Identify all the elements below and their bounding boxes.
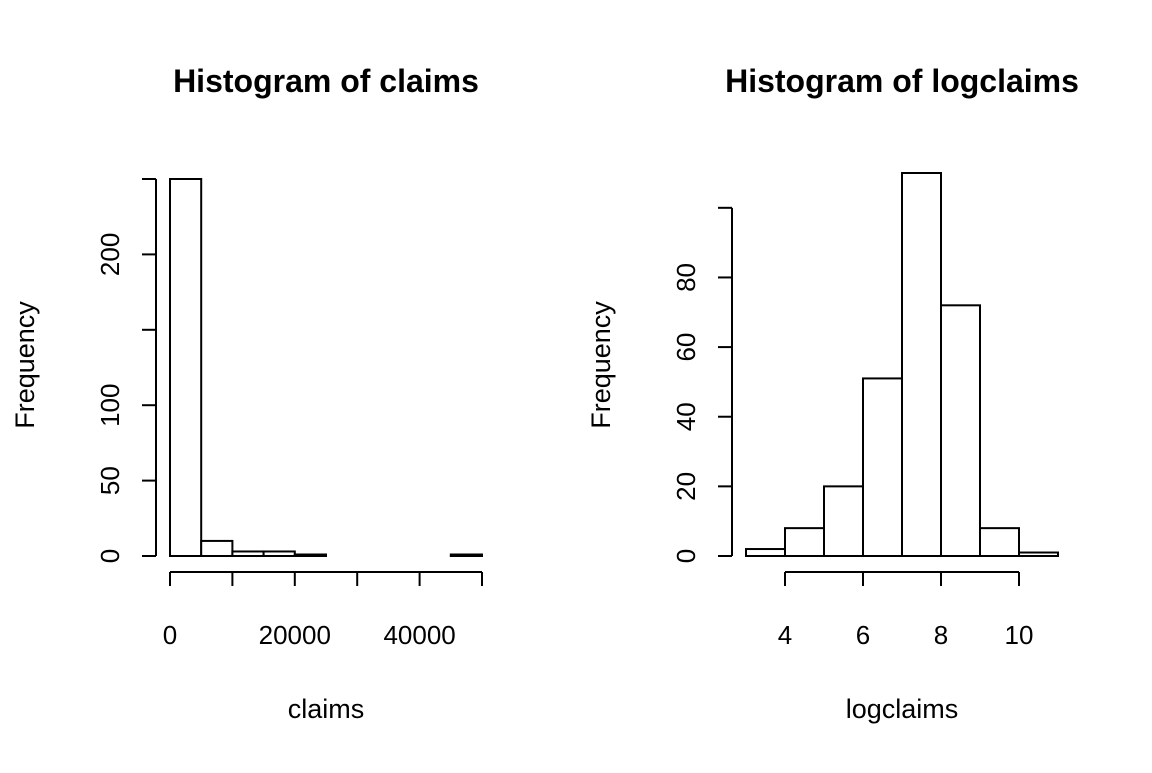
chart-title: Histogram of claims bbox=[173, 63, 479, 99]
histogram-bar bbox=[940, 304, 981, 557]
histogram-bar bbox=[901, 172, 942, 557]
histogram-bars bbox=[169, 178, 483, 558]
histogram-bar bbox=[862, 377, 903, 557]
histogram-bar bbox=[449, 553, 483, 558]
x-axis: 4 6 8 10 bbox=[778, 571, 1034, 650]
y-tick-label: 60 bbox=[671, 333, 701, 362]
histogram-bar bbox=[1018, 551, 1059, 558]
histogram-bar bbox=[169, 178, 203, 557]
logclaims-histogram-panel: Histogram of logclaims logclaims Frequen… bbox=[586, 63, 1079, 724]
x-tick-label: 4 bbox=[778, 620, 792, 650]
histogram-bars bbox=[745, 172, 1059, 558]
chart-title: Histogram of logclaims bbox=[725, 63, 1079, 99]
y-axis: 0 50 100 200 bbox=[95, 178, 157, 563]
y-tick-label: 200 bbox=[95, 233, 125, 276]
y-axis-label: Frequency bbox=[586, 301, 616, 429]
histogram-bar bbox=[293, 553, 327, 558]
y-tick-label: 40 bbox=[671, 402, 701, 431]
y-tick-label: 0 bbox=[671, 549, 701, 563]
x-tick-label: 40000 bbox=[383, 620, 455, 650]
y-tick-label: 50 bbox=[95, 466, 125, 495]
histogram-bar bbox=[262, 550, 296, 558]
x-tick-label: 8 bbox=[934, 620, 948, 650]
y-axis-label: Frequency bbox=[10, 301, 40, 429]
histogram-bar bbox=[784, 527, 825, 557]
y-tick-label: 100 bbox=[95, 384, 125, 427]
x-axis-label: claims bbox=[288, 694, 365, 724]
x-tick-label: 10 bbox=[1005, 620, 1034, 650]
x-axis: 0 20000 40000 bbox=[163, 571, 483, 650]
y-tick-label: 0 bbox=[95, 549, 125, 563]
histogram-bar bbox=[823, 485, 864, 558]
histogram-bar bbox=[231, 550, 265, 558]
x-axis-label: logclaims bbox=[846, 694, 959, 724]
histogram-bar bbox=[979, 527, 1020, 557]
claims-histogram-panel: Histogram of claims claims Frequency 0 20… bbox=[10, 63, 483, 724]
histogram-bar bbox=[200, 539, 234, 557]
y-tick-label: 80 bbox=[671, 263, 701, 292]
x-tick-label: 20000 bbox=[259, 620, 331, 650]
histogram-bar bbox=[745, 548, 786, 558]
y-tick-label: 20 bbox=[671, 472, 701, 501]
y-axis: 0 20 40 60 80 bbox=[671, 206, 733, 563]
x-tick-label: 0 bbox=[163, 620, 177, 650]
x-tick-label: 6 bbox=[856, 620, 870, 650]
